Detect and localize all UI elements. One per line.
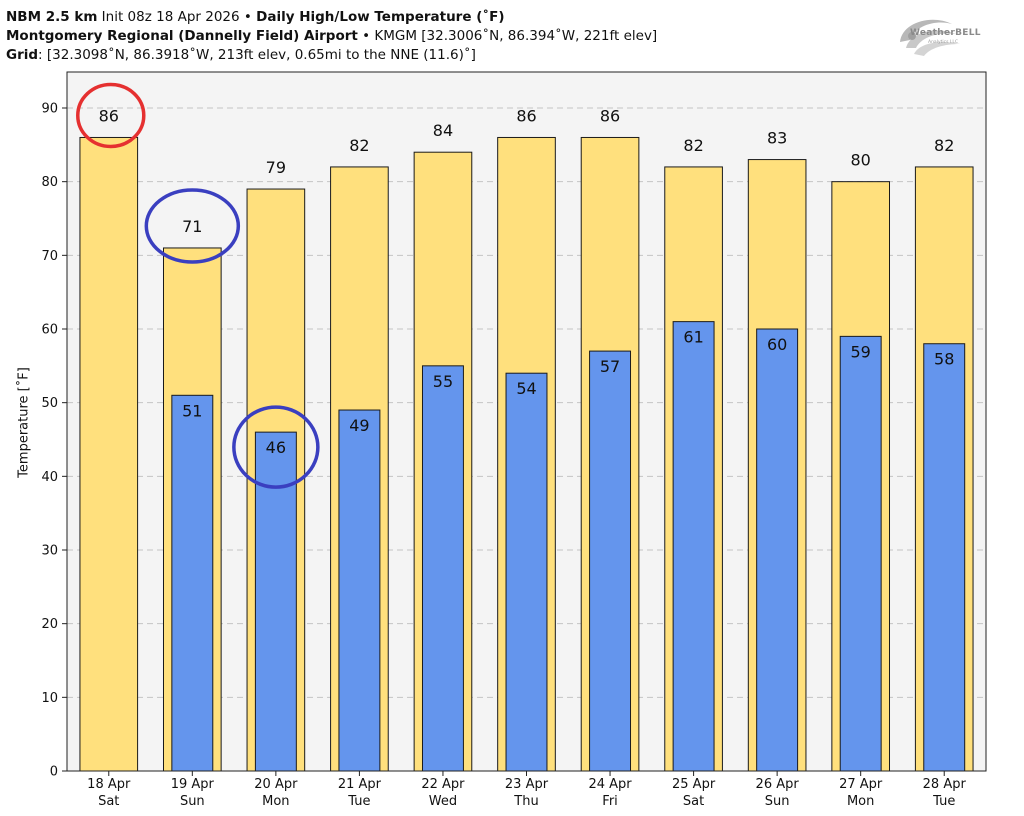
low-temp-label: 61 <box>683 328 703 347</box>
y-tick-label: 90 <box>41 102 58 117</box>
low-temp-label: 58 <box>934 350 954 369</box>
grid-label: Grid <box>6 47 39 63</box>
x-tick-day: Mon <box>847 794 874 809</box>
grid-info: : [32.3098˚N, 86.3918˚W, 213ft elev, 0.6… <box>38 47 476 63</box>
x-tick-date: 18 Apr <box>87 777 131 792</box>
low-temp-label: 46 <box>266 438 286 457</box>
high-temp-label: 83 <box>767 129 787 148</box>
y-axis-label: Temperature [˚F] <box>16 367 32 478</box>
y-tick-label: 40 <box>41 470 58 485</box>
y-tick-label: 10 <box>41 691 58 706</box>
x-tick-date: 19 Apr <box>171 777 215 792</box>
x-tick-day: Sun <box>765 794 790 809</box>
x-tick-day: Sat <box>683 794 704 809</box>
high-temp-label: 86 <box>600 106 620 125</box>
x-tick-date: 22 Apr <box>421 777 465 792</box>
low-temp-bar <box>923 343 966 772</box>
highlight-circle-red <box>76 82 146 149</box>
x-tick-day: Sat <box>98 794 119 809</box>
x-tick-day: Tue <box>347 794 370 809</box>
high-temp-label: 84 <box>433 121 453 140</box>
low-temp-label: 59 <box>851 342 871 361</box>
low-temp-label: 51 <box>182 401 202 420</box>
low-temp-bar <box>421 365 464 772</box>
high-temp-label: 86 <box>99 106 119 125</box>
x-tick-date: 21 Apr <box>338 777 382 792</box>
x-tick-date: 28 Apr <box>923 777 967 792</box>
chart-header: NBM 2.5 km Init 08z 18 Apr 2026 • Daily … <box>6 8 886 65</box>
x-tick-date: 24 Apr <box>588 777 632 792</box>
station-info: • KMGM [32.3006˚N, 86.394˚W, 221ft elev] <box>357 28 658 44</box>
y-tick-label: 60 <box>41 323 58 338</box>
header-line-1: NBM 2.5 km Init 08z 18 Apr 2026 • Daily … <box>6 8 886 27</box>
init-time: Init 08z 18 Apr 2026 • <box>97 9 257 25</box>
y-tick-label: 0 <box>50 765 58 780</box>
high-temp-bar <box>79 136 139 772</box>
y-tick-label: 20 <box>41 617 58 632</box>
low-temp-bar <box>338 409 381 772</box>
x-tick-date: 26 Apr <box>756 777 800 792</box>
y-tick-label: 70 <box>41 249 58 264</box>
low-temp-label: 60 <box>767 335 787 354</box>
low-temp-bar <box>756 328 799 772</box>
y-tick-label: 30 <box>41 544 58 559</box>
high-temp-label: 79 <box>266 158 286 177</box>
y-tick-label: 80 <box>41 175 58 190</box>
low-temp-label: 54 <box>516 379 536 398</box>
x-tick-date: 20 Apr <box>254 777 298 792</box>
x-tick-day: Wed <box>429 794 457 809</box>
model-name: NBM 2.5 km <box>6 9 98 25</box>
low-temp-bar <box>672 321 715 772</box>
x-tick-date: 23 Apr <box>505 777 549 792</box>
x-tick-day: Thu <box>513 794 538 809</box>
logo-text: WeatherBELL <box>910 28 981 38</box>
header-line-3: Grid: [32.3098˚N, 86.3918˚W, 213ft elev,… <box>6 46 886 65</box>
x-tick-date: 27 Apr <box>839 777 883 792</box>
high-temp-label: 82 <box>683 136 703 155</box>
swirl-logo-icon <box>900 19 960 56</box>
x-tick-date: 25 Apr <box>672 777 716 792</box>
high-temp-label: 80 <box>851 151 871 170</box>
header-line-2: Montgomery Regional (Dannelly Field) Air… <box>6 27 886 46</box>
low-temp-label: 49 <box>349 416 369 435</box>
y-tick-label: 50 <box>41 396 58 411</box>
logo-subtext: Analytics LLC <box>928 40 959 45</box>
high-temp-label: 86 <box>516 106 536 125</box>
low-temp-bar <box>505 372 548 772</box>
low-temp-bar <box>589 350 632 772</box>
x-tick-day: Mon <box>262 794 289 809</box>
x-tick-day: Tue <box>932 794 955 809</box>
high-temp-label: 71 <box>182 217 202 236</box>
chart-title: Daily High/Low Temperature (˚F) <box>256 9 505 25</box>
highlight-circle-blue <box>144 188 241 264</box>
highlight-circle-blue <box>232 405 320 489</box>
low-temp-label: 55 <box>433 372 453 391</box>
low-temp-label: 57 <box>600 357 620 376</box>
high-temp-label: 82 <box>349 136 369 155</box>
low-temp-bar <box>171 394 214 772</box>
low-temp-bar <box>254 431 297 772</box>
x-tick-day: Fri <box>602 794 618 809</box>
x-tick-day: Sun <box>180 794 205 809</box>
high-temp-label: 82 <box>934 136 954 155</box>
station-name: Montgomery Regional (Dannelly Field) Air… <box>6 28 358 44</box>
low-temp-bar <box>839 335 882 772</box>
